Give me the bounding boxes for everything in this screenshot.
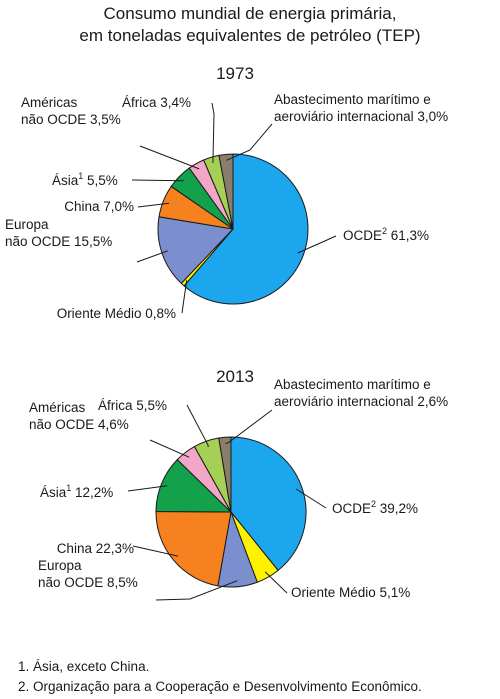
- pie-1973-year-label: 1973: [216, 64, 254, 83]
- pie-1973-leader-oriente-medio: [181, 280, 188, 314]
- pie-1973-slice-abastecimento-maritimo-e-aeroviario-internacional: [218, 153, 234, 230]
- pie-2013-leader-abastecimento-maritimo-e-aeroviario-internacional: [225, 409, 273, 444]
- footnote-1: 1. Ásia, exceto China.: [18, 659, 150, 674]
- pie-2013-year-label: 2013: [216, 367, 254, 386]
- pie-2013-label-africa: África 5,5%: [98, 398, 167, 413]
- pie-1973-leader-europa-nao-ocde: [136, 250, 168, 263]
- pie-1973: OCDE2 61,3% Oriente Médio 0,8% Europa não O…: [5, 92, 448, 321]
- pie-2013-leader-china: [132, 545, 179, 557]
- pie-1973-label-europa-nao-ocde: Europa não OCDE 15,5%: [5, 217, 112, 249]
- pie-2013-leader-asia: [127, 485, 168, 492]
- pie-2013-slice-ocde: [230, 436, 307, 572]
- pie-2013-slice-abastecimento-maritimo-e-aeroviario-internacional: [218, 436, 232, 513]
- pie-2013-label-asia: Ásia1 12,2%: [40, 483, 113, 500]
- pie-1973-leader-asia: [131, 179, 184, 182]
- pie-2013-label-americas-nao-ocde: Américas não OCDE 4,6%: [29, 400, 129, 432]
- pie-1973-leader-abastecimento-maritimo-e-aeroviario-internacional: [226, 123, 273, 161]
- footnote-2: 2. Organização para a Cooperação e Desen…: [18, 679, 422, 694]
- pie-2013-label-china: China 22,3%: [57, 541, 134, 556]
- pie-2013-slice-china: [155, 511, 232, 587]
- pie-1973-label-oriente-medio: Oriente Médio 0,8%: [57, 306, 176, 321]
- pie-2013: OCDE2 39,2% Oriente Médio 5,1% Europa não O…: [29, 377, 448, 601]
- pie-1973-leader-china: [137, 202, 170, 208]
- pie-2013-leader-ocde: [295, 488, 327, 509]
- pie-1973-label-americas-nao-ocde: Américas não OCDE 3,5%: [21, 95, 121, 127]
- pie-1973-label-asia: Ásia1 5,5%: [52, 171, 118, 188]
- pie-2013-label-abastecimento-maritimo-e-aeroviario-internacional: Abastecimento marítimo e aeroviário inter…: [274, 377, 448, 409]
- pie-1973-leader-africa: [211, 102, 215, 164]
- pie-2013-leader-europa-nao-ocde: [155, 580, 238, 601]
- pie-1973-label-abastecimento-maritimo-e-aeroviario-internacional: Abastecimento marítimo e aeroviário inter…: [274, 92, 448, 124]
- pie-1973-label-ocde: OCDE2 61,3%: [343, 226, 429, 243]
- pie-1973-label-china: China 7,0%: [64, 199, 134, 214]
- pie-1973-leader-ocde: [297, 235, 337, 254]
- pie-1973-leader-americas-nao-ocde: [139, 145, 200, 170]
- pie-2013-label-ocde: OCDE2 39,2%: [332, 499, 418, 516]
- pie-2013-leader-americas-nao-ocde: [149, 439, 190, 458]
- chart-title-line1: Consumo mundial de energia primária,: [103, 4, 397, 23]
- pie-2013-leader-africa: [186, 404, 209, 447]
- pie-1973-label-africa: África 3,4%: [122, 95, 191, 110]
- pie-2013-label-europa-nao-ocde: Europa não OCDE 8,5%: [38, 558, 138, 590]
- chart-title-line2: em toneladas equivalentes de petróleo (T…: [79, 26, 421, 45]
- pie-2013-label-oriente-medio: Oriente Médio 5,1%: [291, 585, 410, 600]
- pie-1973-slice-ocde: [183, 153, 309, 305]
- pie-2013-leader-oriente-medio: [264, 571, 288, 594]
